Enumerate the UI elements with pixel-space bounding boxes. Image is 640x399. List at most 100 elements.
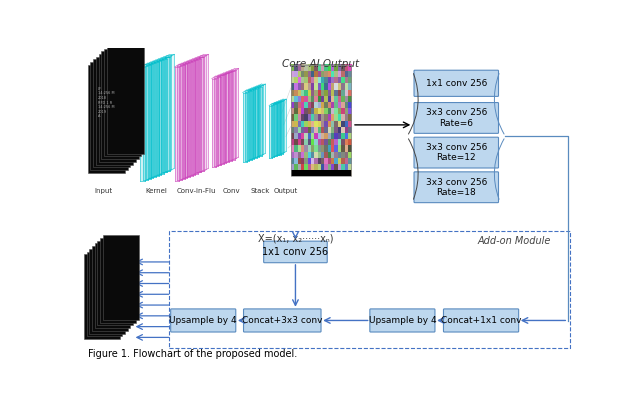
FancyBboxPatch shape	[414, 70, 499, 97]
Bar	[344, 64, 348, 71]
Bar	[317, 95, 321, 102]
Bar	[344, 170, 348, 176]
Bar	[291, 102, 294, 108]
FancyBboxPatch shape	[414, 103, 499, 133]
Bar	[291, 77, 294, 83]
Bar	[348, 89, 351, 96]
Polygon shape	[212, 79, 216, 167]
Polygon shape	[153, 61, 158, 178]
Polygon shape	[228, 69, 236, 72]
Bar	[341, 145, 345, 152]
Bar	[103, 235, 138, 320]
Bar	[100, 238, 136, 323]
Polygon shape	[276, 102, 280, 156]
Polygon shape	[184, 62, 189, 179]
Bar	[321, 145, 324, 152]
Bar	[348, 77, 351, 83]
Polygon shape	[227, 72, 230, 163]
Bar	[331, 102, 335, 108]
Bar	[321, 77, 324, 83]
Bar	[341, 151, 345, 158]
Bar	[335, 95, 338, 102]
Bar	[324, 170, 328, 176]
Bar	[96, 57, 133, 164]
Polygon shape	[156, 60, 161, 177]
Bar	[328, 102, 332, 108]
Bar	[301, 71, 305, 77]
Text: Upsample by 4: Upsample by 4	[170, 316, 237, 325]
Bar	[308, 164, 311, 170]
Bar	[291, 95, 294, 102]
Bar	[321, 95, 324, 102]
Polygon shape	[204, 54, 208, 172]
Bar	[324, 164, 328, 170]
Text: 1x1 conv 256: 1x1 conv 256	[262, 247, 328, 257]
Bar	[301, 145, 305, 152]
Bar	[324, 145, 328, 152]
Bar	[331, 120, 335, 127]
Bar	[311, 102, 315, 108]
Polygon shape	[214, 77, 218, 166]
Bar	[314, 145, 318, 152]
Bar	[348, 102, 351, 108]
Polygon shape	[164, 57, 169, 174]
Bar	[331, 95, 335, 102]
Bar	[311, 64, 315, 71]
Bar	[301, 158, 305, 164]
Bar	[308, 170, 311, 176]
FancyBboxPatch shape	[444, 309, 518, 332]
Polygon shape	[216, 76, 220, 167]
Bar	[291, 158, 294, 164]
Bar	[311, 151, 315, 158]
Polygon shape	[273, 102, 280, 104]
Bar	[324, 83, 328, 90]
Polygon shape	[140, 64, 150, 67]
Bar	[301, 64, 305, 71]
Bar	[348, 95, 351, 102]
Bar	[311, 158, 315, 164]
Bar	[308, 95, 311, 102]
Polygon shape	[162, 59, 167, 172]
Text: Conv: Conv	[222, 188, 240, 194]
Bar	[291, 164, 294, 170]
Bar	[321, 151, 324, 158]
Bar	[328, 145, 332, 152]
Bar	[328, 64, 332, 71]
Bar	[324, 89, 328, 96]
Polygon shape	[253, 89, 257, 158]
Polygon shape	[220, 75, 224, 164]
Bar	[301, 170, 305, 176]
Bar	[324, 95, 328, 102]
Bar	[348, 126, 351, 133]
Polygon shape	[148, 63, 152, 180]
Bar	[294, 102, 298, 108]
Bar	[324, 77, 328, 83]
Bar	[321, 71, 324, 77]
Polygon shape	[214, 75, 222, 77]
Bar	[338, 139, 342, 146]
Bar	[298, 71, 301, 77]
Bar	[304, 108, 308, 115]
Polygon shape	[143, 66, 148, 180]
Polygon shape	[175, 64, 184, 67]
Bar	[298, 164, 301, 170]
Bar	[294, 132, 298, 139]
Polygon shape	[150, 62, 155, 179]
Bar	[317, 64, 321, 71]
Bar	[338, 64, 342, 71]
Bar	[338, 164, 342, 170]
Polygon shape	[269, 106, 272, 158]
Polygon shape	[269, 103, 275, 106]
Text: X=(x₁, x₂······xₙ): X=(x₁, x₂······xₙ)	[258, 233, 333, 243]
Bar	[304, 83, 308, 90]
Bar	[90, 62, 127, 170]
Bar	[344, 102, 348, 108]
Bar	[294, 77, 298, 83]
Bar	[338, 102, 342, 108]
Bar	[321, 120, 324, 127]
Polygon shape	[161, 57, 166, 175]
Bar	[294, 170, 298, 176]
Bar	[331, 158, 335, 164]
Bar	[338, 77, 342, 83]
Bar	[308, 89, 311, 96]
